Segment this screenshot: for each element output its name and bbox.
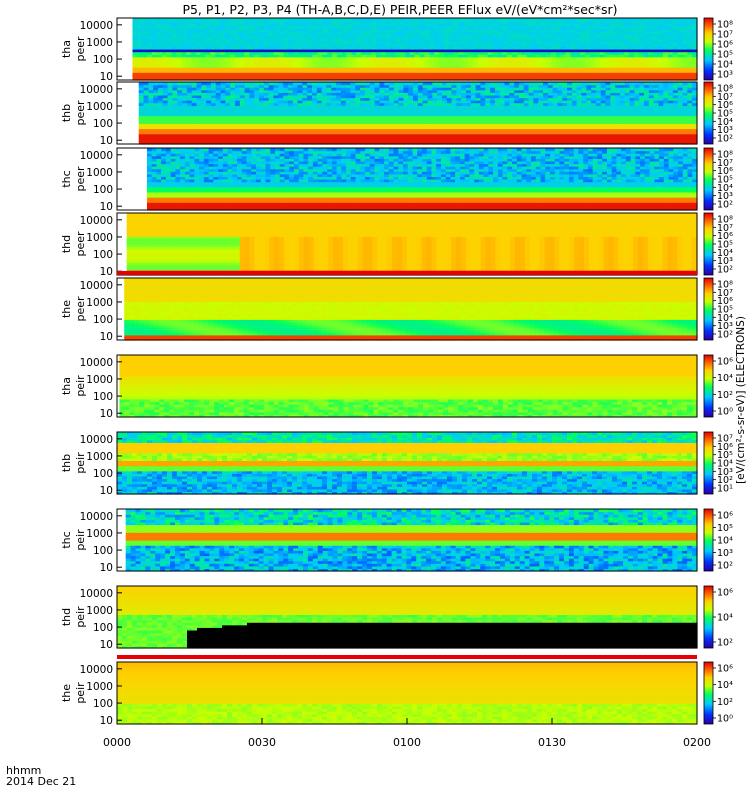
- colorbar: [704, 18, 713, 80]
- panel-label-line2: peer: [74, 36, 87, 62]
- chart-title: P5, P1, P2, P3, P4 (TH-A,B,C,D,E) PEIR,P…: [182, 2, 617, 17]
- y-tick-label: 100: [93, 54, 113, 66]
- y-tick-label: 10: [100, 71, 113, 83]
- panel-label-line1: tha: [60, 40, 73, 58]
- y-tick-label: 1000: [86, 37, 113, 49]
- y-tick-label: 10000: [80, 20, 113, 32]
- colorbar-tick-label: 10³: [717, 70, 733, 81]
